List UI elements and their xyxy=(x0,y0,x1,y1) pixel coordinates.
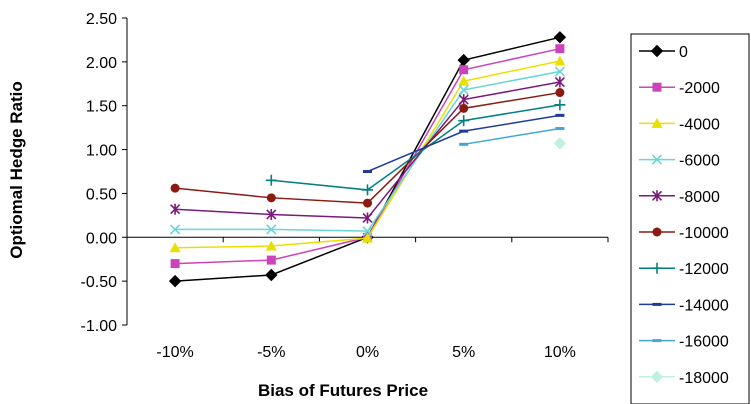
data-point--8000 xyxy=(170,203,181,215)
series-line--12000 xyxy=(271,104,561,191)
data-point--6000 xyxy=(266,224,277,235)
data-point--18000 xyxy=(553,137,567,150)
legend-label: -16000 xyxy=(679,334,729,351)
legend-marker--12000 xyxy=(651,262,663,274)
series-line-0 xyxy=(175,36,561,282)
y-axis-title: Optiomal Hedge Ratio xyxy=(7,81,26,259)
x-tick-label: 0% xyxy=(356,344,379,361)
legend-marker--16000 xyxy=(652,339,662,343)
data-point--2000 xyxy=(170,259,180,269)
data-point--12000 xyxy=(265,174,277,186)
legend-marker--10000 xyxy=(652,227,662,237)
data-point--6000 xyxy=(362,226,373,237)
y-tick-label: 1.00 xyxy=(86,143,117,160)
data-point--6000 xyxy=(170,224,181,235)
data-point--10000 xyxy=(170,183,180,193)
legend: 0 -2000 -4000 -6000 -8000 -10000 -12000 -14000 -… xyxy=(630,33,750,404)
x-tick-label: 10% xyxy=(544,344,576,361)
y-tick-label: 0.00 xyxy=(86,230,117,247)
data-point--8000 xyxy=(458,94,469,106)
legend-label: 0 xyxy=(679,44,688,61)
data-point--2000 xyxy=(266,255,276,265)
data-point--4000 xyxy=(362,232,373,243)
legend-marker--6000 xyxy=(651,154,663,165)
data-point--2000 xyxy=(459,65,469,75)
legend-marker--18000 xyxy=(650,370,664,384)
y-tick-label: 2.00 xyxy=(86,55,117,72)
y-tick-label: -1.00 xyxy=(81,318,118,335)
y-tick-label: 0.50 xyxy=(86,186,117,203)
data-point--10000 xyxy=(555,88,565,98)
series-line--16000 xyxy=(463,127,561,146)
legend-marker--2000 xyxy=(652,82,662,92)
data-point--16000 xyxy=(555,127,565,131)
legend-label: -6000 xyxy=(679,153,720,170)
data-point--8000 xyxy=(554,76,565,88)
data-point--2000 xyxy=(555,44,565,54)
data-point--16000 xyxy=(459,142,469,146)
legend-label: -4000 xyxy=(679,116,720,133)
data-point--4000 xyxy=(458,75,470,86)
data-point-0 xyxy=(265,268,278,282)
data-point--6000 xyxy=(458,84,469,95)
x-tick-label: -5% xyxy=(257,344,285,361)
y-tick-label: 1.50 xyxy=(86,99,117,116)
data-point--12000 xyxy=(458,115,470,127)
data-point--10000 xyxy=(459,103,469,113)
data-point-0 xyxy=(553,31,567,44)
data-point--8000 xyxy=(362,212,373,224)
data-point--8000 xyxy=(266,208,277,220)
x-tick-label: 5% xyxy=(452,344,475,361)
data-point--12000 xyxy=(554,99,566,111)
data-point--14000 xyxy=(363,170,372,173)
x-tick-label: -10% xyxy=(156,344,193,361)
legend-marker--4000 xyxy=(651,117,663,128)
data-point--6000 xyxy=(554,66,565,77)
data-point--4000 xyxy=(265,240,277,251)
plot-area: -1.00 -0.50 0.00 0.50 1.00 1.50 2.00 2.50 -10% -5… xyxy=(81,11,609,361)
data-point--14000 xyxy=(555,113,565,117)
data-point--10000 xyxy=(266,193,276,203)
data-point-0 xyxy=(457,53,470,67)
legend-label: -18000 xyxy=(679,370,729,387)
legend-label: -8000 xyxy=(679,189,720,206)
x-axis-title: Bias of Futures Price xyxy=(258,381,428,400)
legend-label: -10000 xyxy=(679,225,729,242)
data-point--12000 xyxy=(362,184,373,196)
legend-marker--14000 xyxy=(652,302,662,306)
y-tick-label: -0.50 xyxy=(81,274,118,291)
data-point--14000 xyxy=(459,129,469,133)
legend-label: -12000 xyxy=(679,261,729,278)
legend-label: -2000 xyxy=(679,80,720,97)
data-point-0 xyxy=(168,274,182,288)
data-point--4000 xyxy=(554,55,566,66)
legend-marker-0 xyxy=(650,44,664,58)
legend-marker--8000 xyxy=(651,190,663,202)
legend-box xyxy=(630,33,750,404)
data-point--10000 xyxy=(363,198,372,208)
y-tick-label: 2.50 xyxy=(86,11,117,28)
data-point--4000 xyxy=(169,242,181,253)
legend-label: -14000 xyxy=(679,297,729,314)
